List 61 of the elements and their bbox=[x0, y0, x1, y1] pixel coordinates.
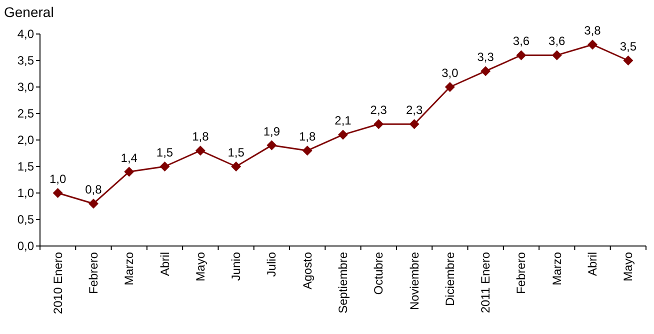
x-tick-label: Agosto bbox=[300, 252, 314, 290]
data-label: 1,5 bbox=[156, 146, 174, 160]
chart-title: General bbox=[4, 4, 54, 20]
x-tick-label: Septiembre bbox=[336, 252, 350, 314]
x-tick-label: Abril bbox=[586, 252, 600, 276]
data-label: 3,0 bbox=[442, 66, 459, 80]
x-tick-label: Febrero bbox=[86, 252, 100, 294]
x-tick-label: Mayo bbox=[193, 252, 208, 282]
data-label: 2,3 bbox=[370, 103, 388, 118]
x-tick-label: Julio bbox=[264, 252, 279, 277]
point bbox=[516, 50, 526, 60]
x-tick-label: Abril bbox=[158, 252, 172, 276]
point bbox=[623, 56, 634, 66]
data-label: 3,5 bbox=[620, 40, 637, 54]
data-label: 1,8 bbox=[192, 130, 210, 144]
x-tick-label: 2011 Enero bbox=[478, 252, 493, 314]
point bbox=[302, 146, 312, 156]
data-label: 1,9 bbox=[263, 124, 280, 138]
data-label: 0,8 bbox=[85, 182, 102, 197]
data-label: 3,6 bbox=[512, 34, 530, 48]
y-tick-label: 1,0 bbox=[17, 186, 34, 200]
data-label: 2,3 bbox=[406, 103, 423, 118]
point bbox=[552, 50, 562, 60]
y-tick-label: 3,0 bbox=[17, 80, 34, 94]
point bbox=[409, 119, 420, 130]
point bbox=[374, 119, 384, 130]
point bbox=[195, 146, 206, 156]
x-tick-label: Marzo bbox=[122, 252, 136, 286]
x-tick-label: 2010 Enero bbox=[50, 252, 65, 314]
point bbox=[266, 140, 277, 150]
x-tick-label: Febrero bbox=[514, 252, 528, 294]
data-label: 3,3 bbox=[477, 50, 494, 64]
y-tick-label: 3,5 bbox=[17, 54, 34, 68]
data-label: 3,8 bbox=[584, 24, 602, 38]
x-tick-label: Mayo bbox=[621, 252, 636, 282]
point bbox=[231, 162, 242, 172]
point bbox=[588, 40, 598, 50]
x-tick-label: Diciembre bbox=[442, 252, 457, 306]
data-label: 1,4 bbox=[120, 150, 138, 165]
data-label: 2,1 bbox=[334, 114, 352, 128]
y-tick-label: 2,5 bbox=[17, 106, 34, 120]
data-label: 1,5 bbox=[228, 146, 245, 160]
point bbox=[52, 188, 63, 198]
x-tick-label: Junio bbox=[229, 252, 244, 281]
y-tick-label: 2,0 bbox=[17, 133, 34, 147]
x-tick-label: Noviembre bbox=[407, 252, 422, 310]
y-tick-label: 0,5 bbox=[17, 212, 34, 226]
data-label: 1,8 bbox=[299, 130, 316, 144]
point bbox=[444, 82, 455, 92]
point bbox=[160, 162, 170, 172]
y-tick-label: 0,0 bbox=[17, 239, 34, 253]
y-tick-label: 1,5 bbox=[17, 160, 34, 174]
y-tick-label: 4,0 bbox=[17, 27, 34, 41]
data-label: 1,0 bbox=[49, 172, 66, 186]
point bbox=[480, 66, 491, 76]
x-tick-label: Octubre bbox=[372, 252, 386, 295]
point bbox=[88, 198, 98, 209]
point bbox=[124, 166, 134, 177]
data-label: 3,6 bbox=[548, 34, 566, 48]
x-tick-label: Marzo bbox=[550, 252, 564, 286]
point bbox=[338, 130, 348, 140]
